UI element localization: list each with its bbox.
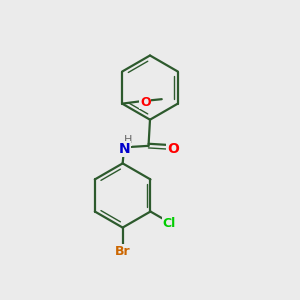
Text: N: N: [118, 142, 130, 156]
Text: Br: Br: [115, 245, 130, 258]
Text: O: O: [167, 142, 179, 156]
Text: H: H: [124, 135, 132, 145]
Text: O: O: [140, 96, 151, 109]
Text: Cl: Cl: [162, 217, 176, 230]
